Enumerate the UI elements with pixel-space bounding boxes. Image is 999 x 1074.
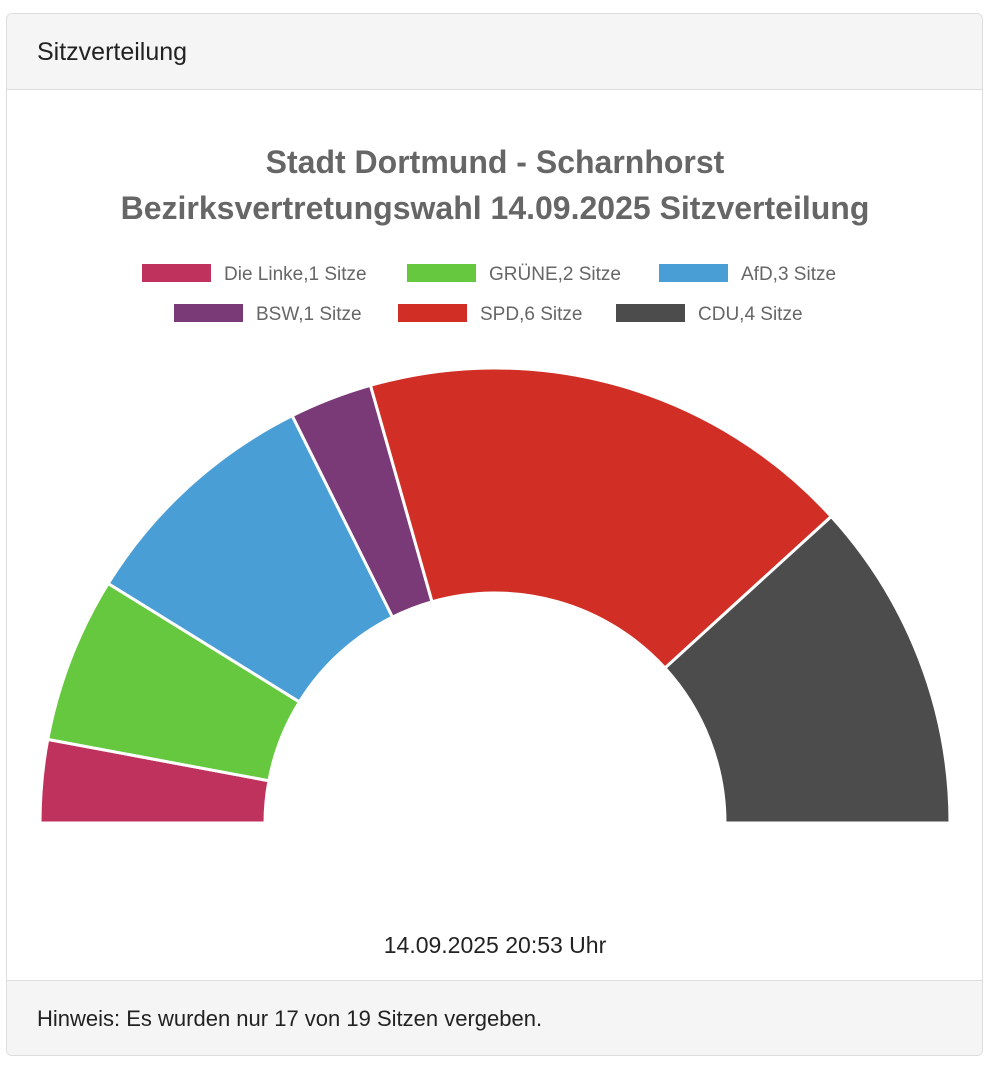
legend-swatch[interactable] bbox=[398, 304, 467, 322]
chart-legend: Die Linke,1 Sitze GRÜNE,2 Sitze AfD,3 Sitz… bbox=[142, 264, 836, 325]
chart-title-line-2: Bezirksvertretungswahl 14.09.2025 Sitzve… bbox=[121, 190, 870, 226]
seat-distribution-panel: Sitzverteilung Stadt Dortmund - Scharnho… bbox=[6, 13, 983, 1056]
chart-slices bbox=[38, 366, 952, 825]
panel-footer-note: Hinweis: Es wurden nur 17 von 19 Sitzen … bbox=[7, 980, 982, 1055]
panel-body: Stadt Dortmund - Scharnhorst Bezirksvert… bbox=[7, 90, 982, 983]
legend-label[interactable]: BSW,1 Sitze bbox=[256, 304, 362, 325]
legend-label[interactable]: SPD,6 Sitze bbox=[480, 304, 582, 325]
legend-swatch[interactable] bbox=[616, 304, 685, 322]
panel-heading: Sitzverteilung bbox=[7, 14, 982, 90]
legend-label[interactable]: AfD,3 Sitze bbox=[741, 264, 836, 285]
slice-spd[interactable] bbox=[368, 366, 833, 670]
legend-label[interactable]: CDU,4 Sitze bbox=[698, 304, 803, 325]
legend-swatch[interactable] bbox=[142, 264, 211, 282]
seat-chart: Stadt Dortmund - Scharnhorst Bezirksvert… bbox=[38, 144, 952, 958]
legend-label[interactable]: GRÜNE,2 Sitze bbox=[489, 264, 621, 285]
legend-label[interactable]: Die Linke,1 Sitze bbox=[224, 264, 367, 285]
chart-timestamp: 14.09.2025 20:53 Uhr bbox=[384, 932, 607, 958]
slice-cdu[interactable] bbox=[663, 514, 952, 825]
legend-swatch[interactable] bbox=[659, 264, 728, 282]
legend-swatch[interactable] bbox=[407, 264, 476, 282]
chart-title-line-1: Stadt Dortmund - Scharnhorst bbox=[266, 144, 725, 180]
legend-swatch[interactable] bbox=[174, 304, 243, 322]
